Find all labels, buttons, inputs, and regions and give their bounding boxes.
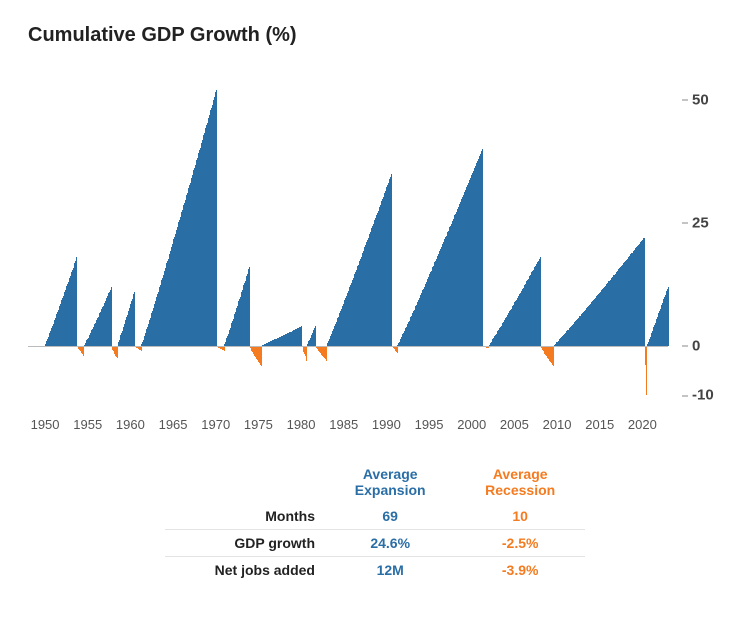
x-tick: 1990 bbox=[372, 417, 401, 432]
x-tick: 1955 bbox=[73, 417, 102, 432]
y-tick: 0 bbox=[682, 337, 700, 354]
x-tick: 2015 bbox=[585, 417, 614, 432]
chart-title: Cumulative GDP Growth (%) bbox=[28, 24, 722, 47]
row-label: GDP growth bbox=[165, 530, 325, 557]
row-label: Months bbox=[165, 503, 325, 530]
y-tick: 25 bbox=[682, 214, 709, 231]
col-header-recession: Average Recession bbox=[455, 461, 585, 503]
y-tick: -10 bbox=[682, 387, 714, 404]
x-tick: 1985 bbox=[329, 417, 358, 432]
table-row: GDP growth24.6%-2.5% bbox=[165, 530, 585, 557]
x-tick: 1980 bbox=[287, 417, 316, 432]
bar bbox=[668, 75, 669, 405]
row-exp-value: 12M bbox=[325, 557, 455, 584]
table-row: Months6910 bbox=[165, 503, 585, 530]
x-tick: 2020 bbox=[628, 417, 657, 432]
x-tick: 1950 bbox=[31, 417, 60, 432]
row-exp-value: 69 bbox=[325, 503, 455, 530]
col-header-expansion: Average Expansion bbox=[325, 461, 455, 503]
zero-axis-line bbox=[28, 346, 668, 347]
x-axis: 1950 1955 1960 1965 1970 1975 1980 1985 1990 1995… bbox=[28, 417, 668, 441]
x-tick: 1995 bbox=[415, 417, 444, 432]
x-tick: 2000 bbox=[457, 417, 486, 432]
plot-area bbox=[28, 75, 668, 405]
x-tick: 1960 bbox=[116, 417, 145, 432]
row-exp-value: 24.6% bbox=[325, 530, 455, 557]
table-row: Net jobs added12M-3.9% bbox=[165, 557, 585, 584]
row-label: Net jobs added bbox=[165, 557, 325, 584]
y-axis: -10 0 25 50 bbox=[676, 75, 722, 405]
gdp-chart: -10 0 25 50 1950 1955 1960 1965 1970 1975 1980 198… bbox=[28, 55, 722, 455]
x-tick: 1975 bbox=[244, 417, 273, 432]
summary-table: Average Expansion Average Recession Mont… bbox=[165, 461, 585, 583]
row-rec-value: -3.9% bbox=[455, 557, 585, 584]
x-tick: 1965 bbox=[159, 417, 188, 432]
x-tick: 2005 bbox=[500, 417, 529, 432]
row-rec-value: 10 bbox=[455, 503, 585, 530]
row-rec-value: -2.5% bbox=[455, 530, 585, 557]
y-tick: 50 bbox=[682, 91, 709, 108]
x-tick: 1970 bbox=[201, 417, 230, 432]
x-tick: 2010 bbox=[543, 417, 572, 432]
